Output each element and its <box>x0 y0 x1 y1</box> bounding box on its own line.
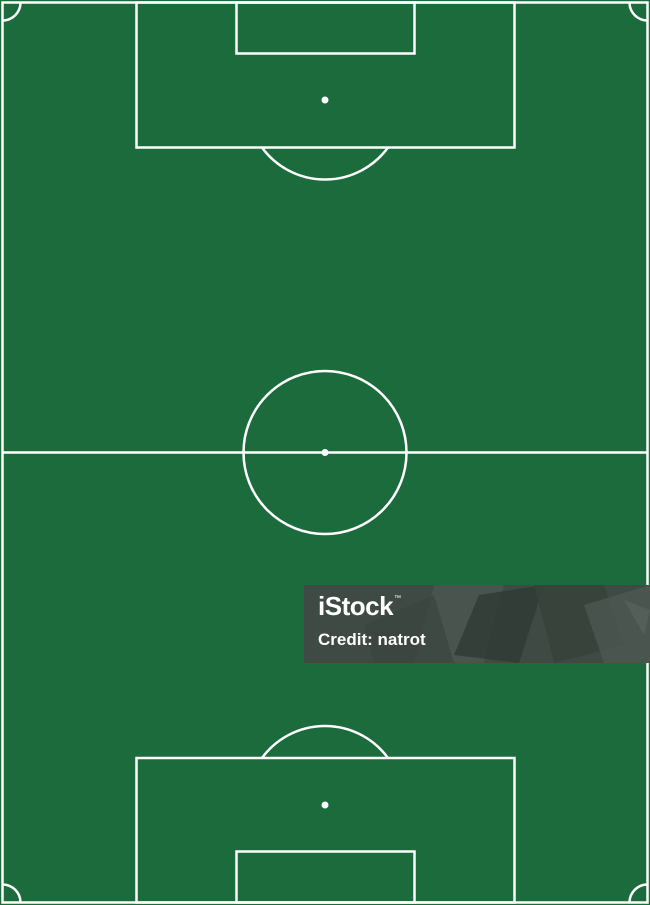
corner-arc-bottom-left <box>2 883 22 903</box>
corner-arc-top-left <box>2 2 22 22</box>
bottom-goal-area <box>235 850 416 904</box>
watermark-credit: Credit: natrot <box>318 630 426 649</box>
corner-arc-bottom-right <box>628 883 648 903</box>
bottom-penalty-spot <box>321 801 329 809</box>
watermark-brand: iStock™ <box>318 591 401 621</box>
watermark-decoration <box>364 585 650 663</box>
bottom-penalty-arc <box>260 724 390 759</box>
top-penalty-spot <box>321 96 329 104</box>
istock-watermark: iStock™ Credit: natrot <box>304 585 650 663</box>
corner-arc-top-right <box>628 2 648 22</box>
watermark-trademark: ™ <box>394 595 401 602</box>
watermark-brand-text: iStock <box>318 591 394 621</box>
center-spot <box>321 449 329 456</box>
top-goal-area <box>235 1 416 55</box>
top-penalty-arc <box>260 146 390 181</box>
center-circle <box>242 369 408 536</box>
